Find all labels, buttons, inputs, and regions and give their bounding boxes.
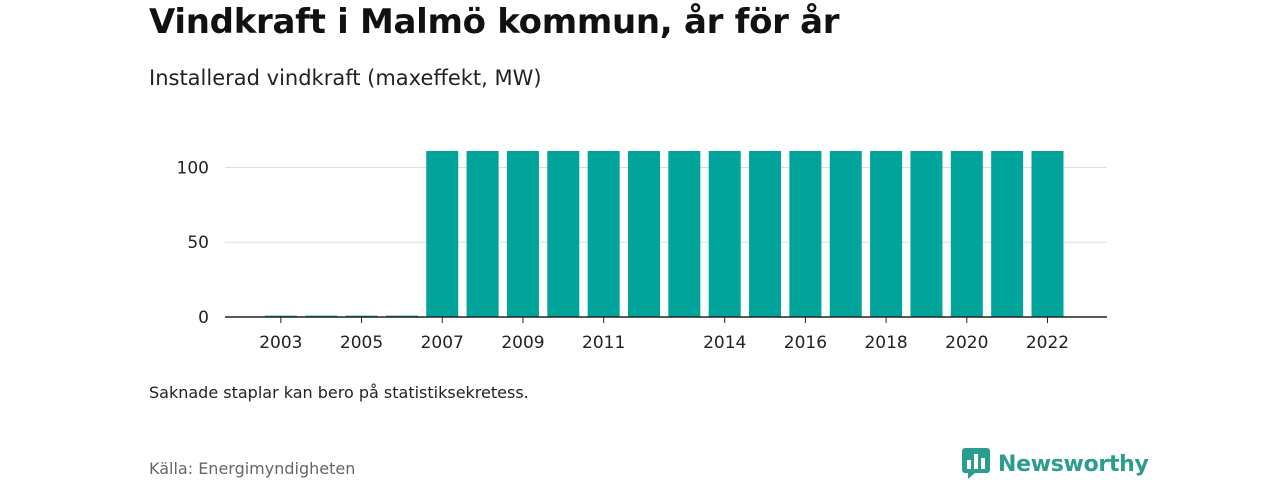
x-tick-label: 2005	[340, 333, 383, 353]
x-tick-label: 2009	[501, 333, 544, 353]
bar-2013	[668, 151, 701, 317]
y-tick-label: 100	[177, 158, 209, 178]
x-tick-label: 2016	[784, 333, 827, 353]
x-axis-ticks: 2003 2005 2007 2009 2011 2014 2016 2018 2020 2022	[259, 317, 1069, 353]
bar-2011	[587, 151, 620, 317]
bar-2018	[870, 151, 903, 317]
bar-chart-speech-bubble-icon	[962, 448, 990, 479]
bar-2022	[1031, 151, 1064, 317]
bar-2012	[628, 151, 660, 317]
bar-2009	[506, 151, 539, 317]
y-tick-label: 50	[187, 233, 209, 253]
bar-2015	[749, 151, 782, 317]
bar-2010	[547, 151, 580, 317]
bar-2007	[426, 151, 459, 317]
y-tick-label: 0	[198, 308, 209, 328]
bars	[264, 151, 1064, 317]
x-tick-label: 2020	[945, 333, 988, 353]
x-tick-label: 2022	[1026, 333, 1069, 353]
x-tick-label: 2011	[582, 333, 625, 353]
newsworthy-logo[interactable]: Newsworthy	[962, 448, 1149, 480]
x-tick-label: 2003	[259, 333, 302, 353]
y-axis-ticks: 0 50 100	[177, 158, 209, 328]
bar-2014	[708, 151, 741, 317]
x-tick-label: 2014	[703, 333, 746, 353]
bar-2021	[991, 151, 1024, 317]
chart-title: Vindkraft i Malmö kommun, år för år	[149, 2, 840, 42]
logo-text: Newsworthy	[998, 451, 1149, 477]
x-tick-label: 2007	[421, 333, 464, 353]
bar-2008	[466, 151, 499, 317]
source-label: Källa: Energimyndigheten	[149, 459, 356, 478]
x-tick-label: 2018	[864, 333, 907, 353]
bar-2020	[950, 151, 983, 317]
bar-2017	[829, 151, 862, 317]
chart-subtitle: Installerad vindkraft (maxeffekt, MW)	[149, 66, 542, 90]
bar-2016	[789, 151, 822, 317]
bar-2019	[910, 151, 943, 317]
footnote: Saknade staplar kan bero på statistiksek…	[149, 383, 529, 402]
